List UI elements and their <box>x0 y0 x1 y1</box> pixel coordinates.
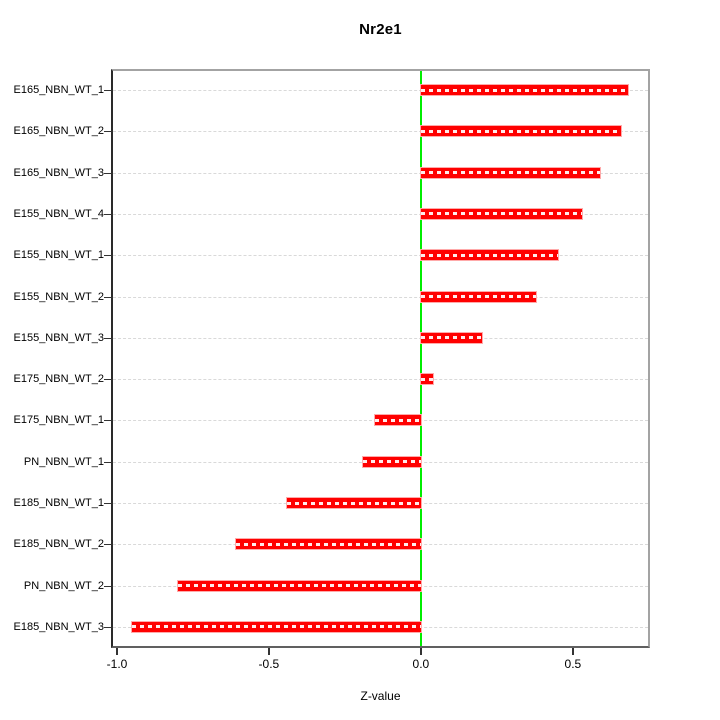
gridline <box>113 172 648 174</box>
y-tick-mark <box>104 213 113 215</box>
y-tick-mark <box>104 544 113 546</box>
y-axis-label: E165_NBN_WT_1 <box>13 84 105 96</box>
gridline <box>113 379 648 381</box>
bar-PN_NBN_WT_2 <box>176 579 422 592</box>
y-tick-mark <box>104 296 113 298</box>
x-tick-label: -0.5 <box>258 657 280 671</box>
x-tick-mark <box>419 648 422 655</box>
bar-E155_NBN_WT_4 <box>419 207 583 220</box>
gridline <box>113 213 648 215</box>
x-tick-mark <box>571 648 574 655</box>
bar-E155_NBN_WT_3 <box>419 331 483 344</box>
gridline <box>113 337 648 339</box>
y-tick-mark <box>104 255 113 257</box>
bar-E165_NBN_WT_1 <box>419 84 629 96</box>
gridline <box>113 131 648 133</box>
y-axis-label: E155_NBN_WT_3 <box>13 331 105 344</box>
y-tick-mark <box>104 585 113 587</box>
bar-PN_NBN_WT_1 <box>362 455 422 468</box>
x-tick-label: -1.0 <box>106 657 128 671</box>
y-tick-mark <box>104 626 113 628</box>
y-axis-label: PN_NBN_WT_1 <box>23 455 104 468</box>
y-tick-mark <box>104 379 113 381</box>
bar-E175_NBN_WT_2 <box>419 373 435 386</box>
y-axis-label: E175_NBN_WT_2 <box>13 373 105 386</box>
y-axis-label: E165_NBN_WT_3 <box>13 166 105 179</box>
bar-E185_NBN_WT_3 <box>131 620 422 633</box>
x-axis-title: Z-value <box>360 689 401 703</box>
y-axis-label: E185_NBN_WT_1 <box>13 497 105 509</box>
bar-E155_NBN_WT_2 <box>419 290 538 303</box>
y-axis-label: E155_NBN_WT_4 <box>13 207 105 220</box>
chart-title: Nr2e1 <box>359 21 402 38</box>
bar-E185_NBN_WT_2 <box>234 538 422 551</box>
x-tick-label: 0.5 <box>564 657 582 671</box>
zero-reference-line <box>419 71 422 646</box>
x-tick-mark <box>116 648 118 655</box>
y-tick-mark <box>104 172 113 174</box>
y-axis-label: E185_NBN_WT_2 <box>13 538 105 551</box>
bar-E185_NBN_WT_1 <box>286 497 422 509</box>
y-axis-label: E155_NBN_WT_2 <box>13 290 105 303</box>
y-axis-label: E155_NBN_WT_1 <box>13 249 105 262</box>
y-axis-label: PN_NBN_WT_2 <box>23 579 104 592</box>
y-axis-label: E175_NBN_WT_1 <box>13 414 105 427</box>
gridline <box>113 296 648 298</box>
bar-E175_NBN_WT_1 <box>374 414 422 427</box>
bar-E155_NBN_WT_1 <box>419 249 559 262</box>
y-tick-mark <box>104 420 113 422</box>
y-tick-mark <box>104 90 113 91</box>
plot-area <box>111 69 650 648</box>
gridline <box>113 255 648 257</box>
y-tick-mark <box>104 337 113 339</box>
bar-E165_NBN_WT_2 <box>419 125 623 138</box>
y-axis-label: E165_NBN_WT_2 <box>13 125 105 138</box>
x-tick-mark <box>267 648 270 655</box>
y-tick-mark <box>104 461 113 463</box>
y-axis-label: E185_NBN_WT_3 <box>13 620 105 633</box>
y-tick-mark <box>104 503 113 504</box>
x-tick-label: 0.0 <box>412 657 430 671</box>
gridline <box>113 90 648 91</box>
bar-E165_NBN_WT_3 <box>419 166 602 179</box>
y-tick-mark <box>104 131 113 133</box>
